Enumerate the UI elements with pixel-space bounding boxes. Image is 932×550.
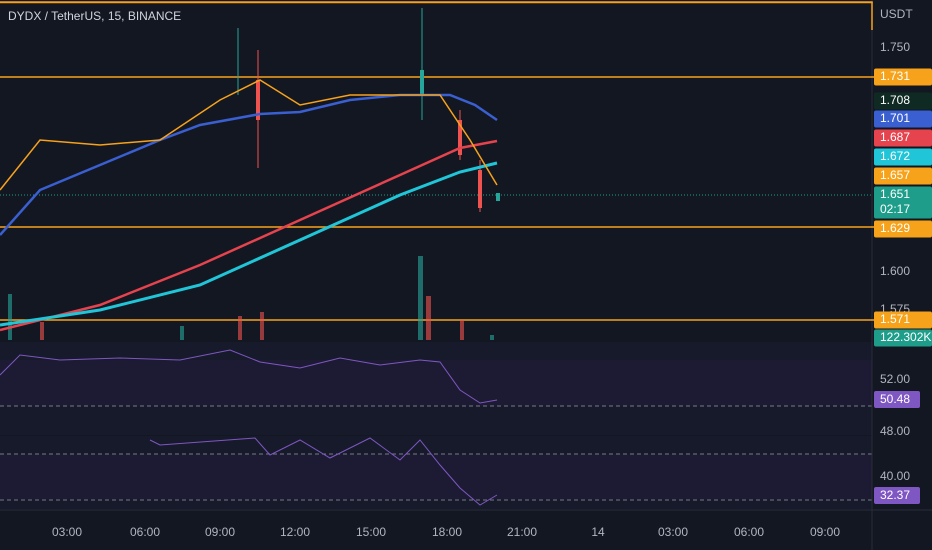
volume-bars: [8, 256, 494, 340]
price-tag: [874, 68, 932, 86]
price-tag-label: 1.731: [880, 69, 910, 83]
time-label: 15:00: [356, 525, 386, 539]
ema-mid: [0, 93, 498, 236]
pane-label: 40.00: [880, 469, 910, 483]
time-label: 03:00: [52, 525, 82, 539]
price-tag: [874, 220, 932, 238]
price-axis-unit: USDT: [880, 7, 913, 21]
price-label: 1.750: [880, 40, 910, 54]
price-label: 1.600: [880, 264, 910, 278]
ema-fast: [0, 79, 498, 191]
price-tag-label: 1.629: [880, 221, 910, 235]
time-label: 18:00: [432, 525, 462, 539]
time-label: 21:00: [507, 525, 537, 539]
ema-slow: [0, 139, 498, 332]
time-label: 06:00: [130, 525, 160, 539]
rsi-tag: [874, 391, 920, 408]
rsi-label: 52.00: [880, 372, 910, 386]
ema-long: [0, 161, 498, 327]
second-band: [0, 454, 872, 499]
price-tag: [874, 148, 932, 166]
time-label: 12:00: [280, 525, 310, 539]
price-tag-label: 1.571: [880, 312, 910, 326]
time-label: 03:00: [658, 525, 688, 539]
rsi-tag-label: 50.48: [880, 392, 910, 406]
price-tag-label: 1.651: [880, 187, 910, 201]
time-label: 09:00: [205, 525, 235, 539]
symbol-title: DYDX / TetherUS, 15, BINANCE: [8, 9, 181, 23]
horizontal-levels: [0, 1, 932, 321]
pane-tag: [874, 487, 920, 504]
price-tag-label: 1.657: [880, 168, 910, 182]
rsi-line: [0, 349, 498, 404]
price-tag-label: 122.302K: [880, 330, 931, 344]
price-tag: [874, 110, 932, 128]
second-line: [149, 437, 498, 506]
price-tag-label: 1.708: [880, 93, 910, 107]
price-tag-label: 1.687: [880, 130, 910, 144]
time-label: 06:00: [734, 525, 764, 539]
pane-label: 48.00: [880, 424, 910, 438]
price-tag: [874, 311, 932, 329]
price-tag: [874, 167, 932, 185]
time-label: 09:00: [810, 525, 840, 539]
price-tag: [874, 329, 932, 347]
rsi-band: [0, 360, 872, 406]
price-tag: [874, 129, 932, 147]
price-tag-label: 1.701: [880, 111, 910, 125]
candles: [237, 8, 500, 212]
price-tag: [874, 186, 932, 219]
time-label: 14: [591, 525, 605, 539]
price-tag-label: 1.672: [880, 149, 910, 163]
countdown: 02:17: [880, 202, 910, 216]
price-tag: [874, 92, 932, 110]
pane-tag-label: 32.37: [880, 488, 910, 502]
